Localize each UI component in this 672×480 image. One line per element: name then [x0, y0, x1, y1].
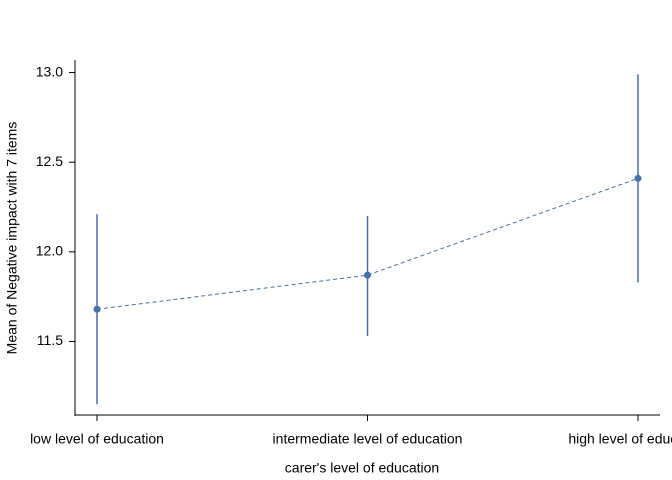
point: [93, 305, 101, 313]
y-tick-label: 12.0: [36, 243, 63, 259]
y-axis-title: Mean of Negative impact with 7 items: [4, 122, 20, 355]
x-tick-label: low level of education: [30, 431, 164, 447]
x-tick-label: intermediate level of education: [273, 431, 463, 447]
point: [634, 174, 642, 182]
series-line: [96, 177, 639, 310]
point: [364, 271, 371, 279]
y-tick-label: 11.5: [37, 332, 63, 348]
y-tick-label: 13.0: [36, 63, 63, 79]
x-tick-label: high level of education: [568, 431, 672, 447]
x-axis-title: carer's level of education: [285, 460, 439, 476]
y-tick-label: 12.5: [36, 153, 63, 169]
